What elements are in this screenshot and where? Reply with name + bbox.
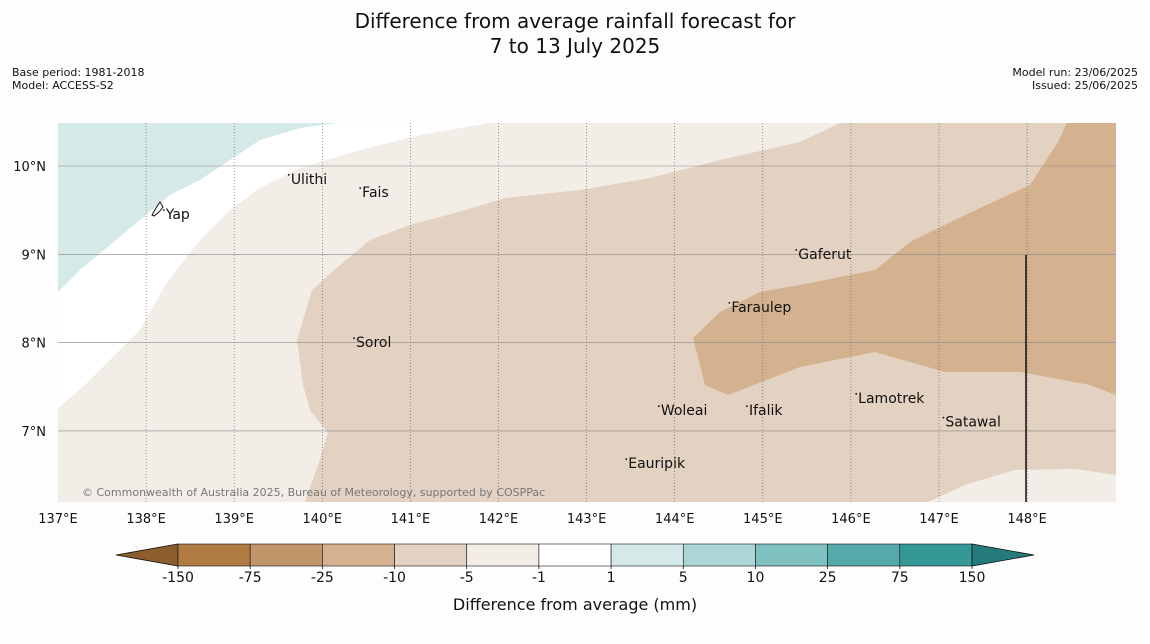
colorbar-segment [177, 543, 251, 567]
colorbar-tick-label: 1 [607, 570, 616, 586]
map-title: Difference from average rainfall forecas… [0, 9, 1150, 59]
colorbar-tick-label: 150 [959, 570, 986, 586]
place-marker [728, 301, 731, 304]
lon-label: 145°E [743, 512, 783, 527]
base-period: Base period: 1981-2018 [12, 66, 145, 79]
place-marker [942, 416, 945, 419]
colorbar-segment [322, 543, 395, 567]
place-label: Yap [165, 207, 190, 223]
place-label: Sorol [356, 335, 391, 351]
place-label: Lamotrek [858, 391, 925, 407]
region-drier [297, 123, 1116, 502]
region-lighter-se [928, 469, 1116, 502]
lon-label: 143°E [567, 512, 607, 527]
place-marker [746, 405, 748, 408]
issued-date: Issued: 25/06/2025 [1031, 79, 1138, 92]
colorbar-segment [827, 543, 901, 567]
lon-label: 142°E [479, 512, 519, 527]
lon-label: 140°E [303, 512, 343, 527]
colorbar-segment [682, 543, 756, 567]
model-name: Model: ACCESS-S2 [12, 79, 114, 92]
place-label: Ulithi [291, 172, 327, 188]
place-label: Gaferut [798, 247, 852, 263]
lon-label: 138°E [126, 512, 166, 527]
colorbar-segment [755, 543, 828, 567]
colorbar-tick-label: 5 [679, 570, 688, 586]
place-marker [287, 173, 290, 176]
colorbar-tick-label: -25 [311, 570, 334, 586]
colorbar-tick-label: 75 [891, 570, 909, 586]
title-line-1: Difference from average rainfall forecas… [354, 9, 796, 33]
colorbar-tick-label: 25 [819, 570, 837, 586]
lon-label: 139°E [214, 512, 254, 527]
place-label: Woleai [661, 403, 708, 419]
lat-label: 8°N [22, 337, 47, 352]
place-labels: Yap Ulithi Fais Gaferut Faraulep Sorol Woleai I… [162, 172, 1001, 472]
place-label: Fais [362, 185, 389, 201]
model-run: Model run: 23/06/2025 [1012, 66, 1138, 79]
colorbar: -150 -75 -25 -10 -5 -1 1 5 10 25 75 150 [115, 543, 1035, 586]
title-line-2: 7 to 13 July 2025 [489, 34, 661, 58]
colorbar-segment [249, 543, 323, 567]
lon-label: 144°E [655, 512, 695, 527]
lat-label: 10°N [13, 160, 46, 175]
place-label: Satawal [945, 415, 1000, 431]
axis-labels: 137°E 138°E 139°E 140°E 141°E 142°E 143°E 144°E… [13, 160, 1047, 527]
colorbar-segment [538, 543, 612, 567]
lon-label: 146°E [831, 512, 871, 527]
colorbar-max-arrow [971, 543, 1035, 567]
place-marker [162, 209, 165, 212]
colorbar-tick-label: 10 [747, 570, 765, 586]
colorbar-segment [394, 543, 468, 567]
colorbar-segment [466, 543, 540, 567]
base-info: Base period: 1981-2018 Model: ACCESS-S2 [12, 66, 144, 92]
region-wetter [58, 123, 336, 292]
lon-label: 137°E [38, 512, 78, 527]
place-marker [625, 458, 628, 461]
colorbar-tick-label: -10 [383, 570, 406, 586]
colorbar-tick-label: -1 [532, 570, 546, 586]
colorbar-tick-label: -5 [460, 570, 474, 586]
yap-island [151, 201, 164, 217]
place-marker [855, 392, 858, 395]
lat-label: 9°N [22, 248, 47, 263]
colorbar-segment [610, 543, 684, 567]
place-marker [657, 405, 660, 408]
lon-label: 148°E [1007, 512, 1047, 527]
place-label: Eauripik [628, 456, 686, 472]
colorbar-segment [899, 543, 973, 567]
lon-label: 141°E [391, 512, 431, 527]
copyright-note: © Commonwealth of Australia 2025, Bureau… [82, 486, 545, 499]
colorbar-min-arrow [115, 543, 179, 567]
place-marker [359, 187, 362, 189]
rainfall-map: Yap Ulithi Fais Gaferut Faraulep Sorol Woleai I… [58, 123, 1116, 502]
colorbar-tick-label: -150 [162, 570, 194, 586]
colorbar-label: Difference from average (mm) [453, 595, 697, 614]
graticule [58, 123, 1116, 502]
colorbar-tick-label: -75 [239, 570, 262, 586]
place-label: Faraulep [731, 300, 791, 316]
lat-label: 7°N [22, 425, 47, 440]
region-much-drier [693, 123, 1116, 395]
lon-label: 147°E [919, 512, 959, 527]
place-label: Ifalik [749, 403, 783, 419]
run-info: Model run: 23/06/2025 Issued: 25/06/2025 [1012, 66, 1138, 92]
place-marker [795, 248, 798, 251]
place-marker [353, 337, 355, 340]
